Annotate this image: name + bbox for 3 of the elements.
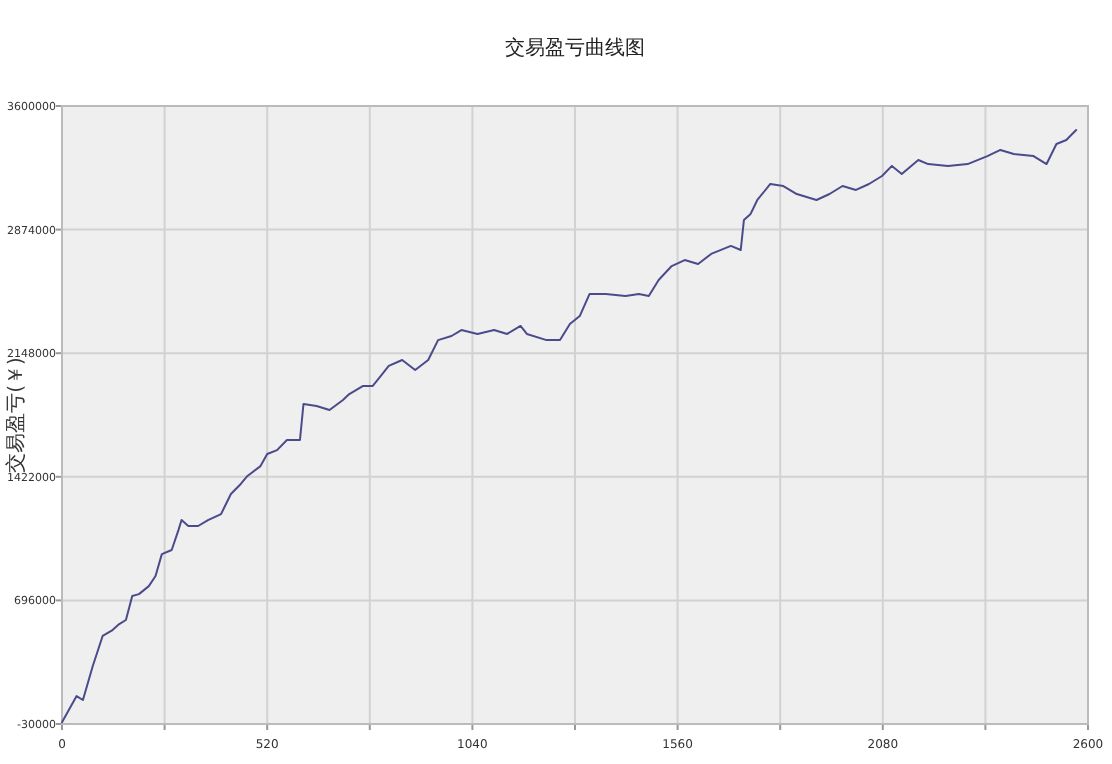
chart-title: 交易盈亏曲线图 [505,36,645,60]
line-series [61,129,1078,724]
y-axis-title: 交易盈亏(￥) [4,357,28,473]
